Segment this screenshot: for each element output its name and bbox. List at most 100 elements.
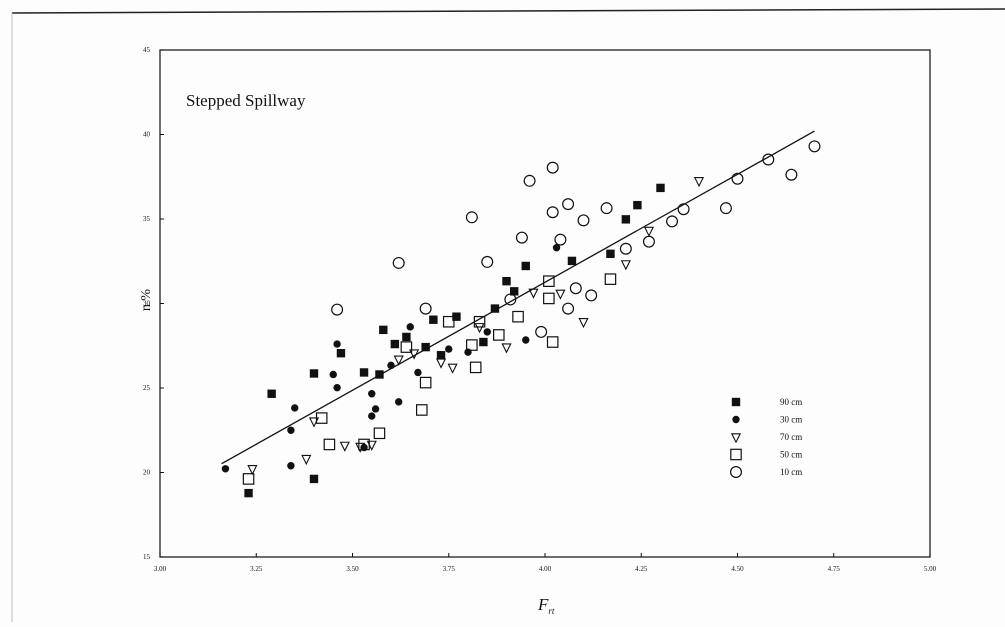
point [392,256,405,269]
point [359,368,369,377]
point [521,261,530,271]
point [474,323,485,334]
point [693,177,705,188]
point [619,242,632,255]
point [291,404,299,412]
point [643,226,655,237]
point [373,427,386,440]
legend-label: 70 cm [780,432,802,442]
x-axis-label-sub: rt [548,606,555,616]
y-tick-label: 45 [143,46,151,54]
y-tick-label: 20 [143,469,151,477]
point [528,288,539,299]
point [808,140,821,153]
point [677,203,690,216]
x-tick-label: 4.25 [635,565,648,573]
point [358,438,370,451]
point [242,473,255,485]
point [535,325,548,338]
trend-line [221,130,815,465]
point [400,341,413,353]
point [515,231,528,244]
point [309,369,319,378]
y-tick-label: 35 [143,215,151,223]
point [481,255,494,268]
point [719,202,732,215]
point [465,211,478,224]
x-axis-label-main: F [537,595,549,614]
point [390,339,400,349]
point [569,282,582,295]
point [785,168,798,181]
point [621,215,631,224]
point [429,315,438,324]
point [301,454,312,466]
point [620,260,631,271]
point [406,323,414,331]
point [409,349,420,360]
x-tick-label: 4.00 [539,565,552,573]
x-tick-label: 3.25 [250,565,263,573]
point [479,337,488,347]
point [331,303,344,316]
point [483,328,491,336]
point [339,441,350,452]
point [666,215,679,228]
x-tick-label: 3.50 [346,565,359,573]
point [493,329,505,341]
point [546,336,559,348]
point [445,345,453,353]
point [578,318,589,329]
point [315,412,328,424]
y-tick-label: 25 [143,384,151,392]
point [466,339,478,351]
point [562,302,575,315]
point [395,398,403,406]
legend-label: 90 cm [780,397,802,407]
point [762,153,775,166]
point [323,438,336,451]
x-tick-label: 3.00 [154,565,167,573]
chart-title: Stepped Spillway [186,91,306,110]
legend-label: 50 cm [780,450,802,460]
point [502,276,511,286]
point [244,488,253,498]
point [414,368,422,377]
point [642,235,655,248]
point [368,390,376,398]
point [501,343,512,354]
y-tick-label: 40 [143,131,151,139]
point [510,287,519,296]
point [452,312,461,321]
point [546,206,559,219]
point [473,315,486,328]
legend-marker [731,397,741,407]
point [221,465,230,473]
legend-marker [730,433,742,444]
point [543,275,555,287]
point [329,370,337,379]
point [554,233,567,246]
point [309,474,319,484]
point [287,426,295,434]
legend-label: 30 cm [780,415,802,425]
point [604,273,617,285]
point [490,304,500,313]
point [552,244,561,252]
legend-marker [730,448,742,461]
point [447,363,458,374]
point [368,412,376,420]
point [371,405,380,413]
y-tick-label: 30 [143,300,151,308]
point [567,256,577,266]
scan-border-top [11,8,1005,14]
point [469,361,482,374]
point [577,214,590,227]
point [504,293,517,306]
y-tick-label: 15 [143,553,151,561]
x-axis-label: Frt [537,595,555,616]
point [375,370,384,379]
x-tick-label: 3.75 [443,565,456,573]
legend-marker [729,466,742,479]
